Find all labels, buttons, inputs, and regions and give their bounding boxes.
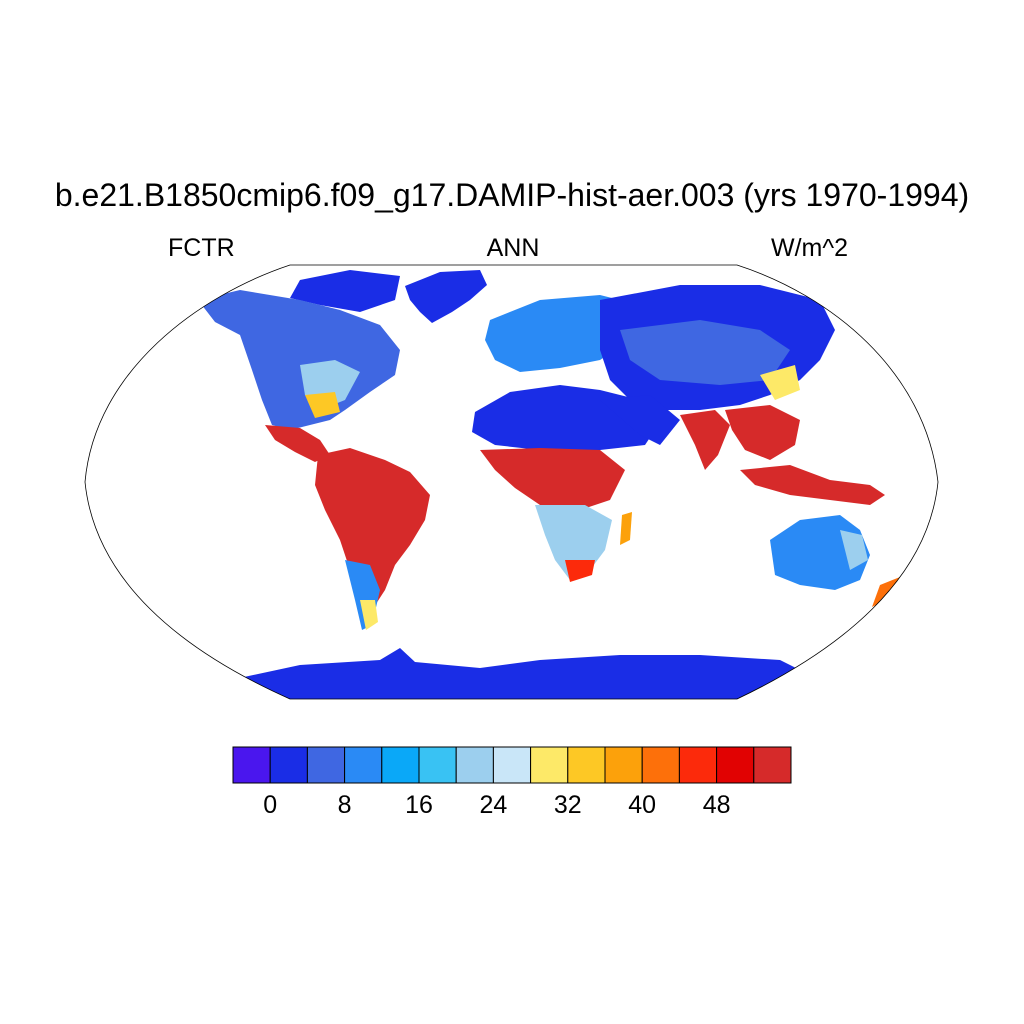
region-antarctica (230, 648, 820, 699)
land-layer (198, 270, 905, 699)
colorbar-box (604, 746, 643, 784)
region-middle-east (600, 395, 680, 445)
colorbar-tick-label: 32 (554, 791, 582, 819)
region-madagascar (620, 512, 632, 545)
colorbar-box (455, 746, 494, 784)
region-south-africa-tip (565, 560, 595, 582)
colorbar-box (269, 746, 308, 784)
region-greenland (405, 270, 487, 323)
colorbar-tick-label: 24 (479, 791, 507, 819)
colorbar-box (716, 746, 755, 784)
region-central-america (265, 425, 330, 462)
season-label: ANN (486, 234, 540, 262)
region-australia-east (840, 530, 868, 570)
region-india (680, 410, 730, 470)
region-patagonia (360, 600, 378, 630)
colorbar-box (344, 746, 383, 784)
colorbar-tick-label: 16 (405, 791, 433, 819)
colorbar-box (753, 746, 792, 784)
region-south-america (315, 448, 430, 625)
region-asia-mid (620, 320, 790, 385)
units-label: W/m^2 (771, 234, 849, 262)
colorbar-box (232, 746, 271, 784)
region-maritime-continent (740, 465, 885, 505)
region-us-southeast (305, 392, 340, 418)
region-east-asia (760, 365, 800, 400)
region-north-america (198, 290, 400, 430)
variable-label: FCTR (168, 234, 235, 262)
colorbar-box (418, 746, 457, 784)
region-arctic-islands (290, 270, 400, 312)
colorbar-tick-label: 8 (338, 791, 352, 819)
colorbar-tick-label: 0 (263, 791, 277, 819)
colorbar-tick-label: 48 (703, 791, 731, 819)
map-title: b.e21.B1850cmip6.f09_g17.DAMIP-hist-aer.… (54, 177, 970, 213)
colorbar-box (678, 746, 718, 784)
colorbar-box (306, 746, 346, 784)
colorbar-box (530, 746, 569, 784)
colorbar-tick-label: 40 (628, 791, 656, 819)
colorbar-box (381, 746, 420, 784)
colorbar-box (567, 746, 606, 784)
colorbar-box (641, 746, 680, 784)
map-boundary (84, 264, 939, 700)
region-southeast-asia (725, 405, 800, 460)
colorbar-box (492, 746, 532, 784)
region-central-africa (480, 448, 625, 510)
